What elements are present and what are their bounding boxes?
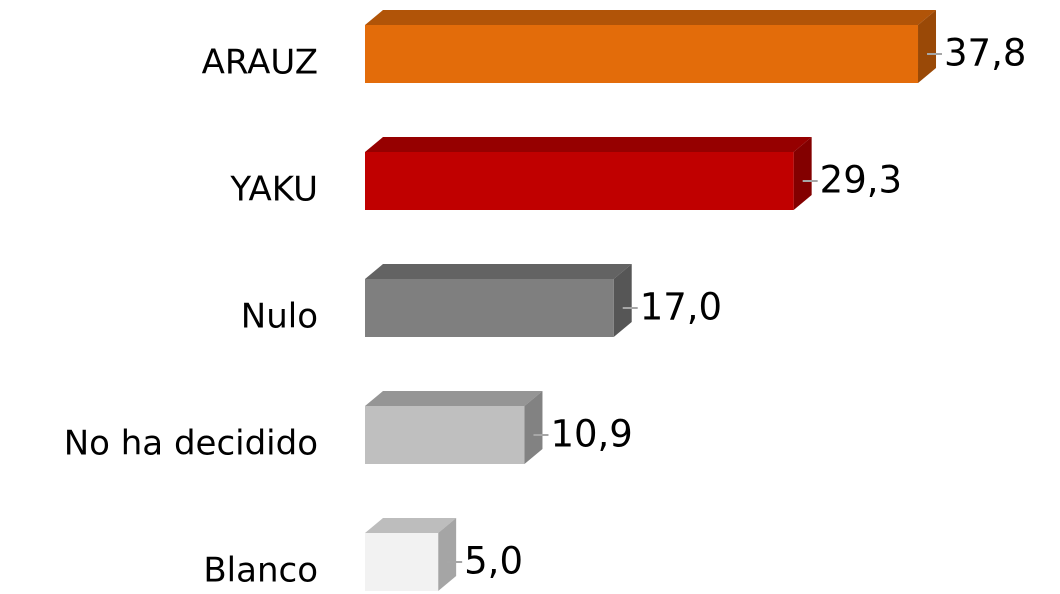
y-tick-label: Blanco	[203, 551, 318, 591]
y-tick-label: YAKU	[229, 170, 318, 210]
bar-top	[365, 518, 457, 533]
bar-side	[438, 518, 457, 591]
bar	[365, 152, 794, 210]
data-label: 29,3	[820, 159, 902, 202]
bar-side	[524, 391, 543, 464]
data-label: 37,8	[944, 32, 1026, 75]
y-tick-label: ARAUZ	[202, 43, 318, 83]
bar	[365, 279, 614, 337]
bar	[365, 25, 919, 83]
bar-side	[613, 264, 632, 337]
y-tick-label: Nulo	[241, 297, 318, 337]
bar-side	[918, 10, 937, 83]
data-label: 10,9	[550, 413, 632, 456]
bar-top	[365, 391, 543, 406]
bar-top	[365, 10, 937, 25]
bar	[365, 533, 439, 591]
data-label: 5,0	[464, 540, 523, 583]
data-label: 17,0	[640, 286, 722, 329]
bar	[365, 406, 525, 464]
bar-top	[365, 137, 812, 152]
y-tick-label: No ha decidido	[64, 424, 318, 464]
bar-top	[365, 264, 632, 279]
bar-side	[793, 137, 812, 210]
